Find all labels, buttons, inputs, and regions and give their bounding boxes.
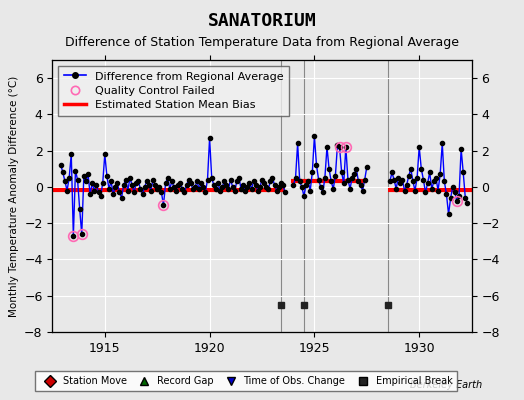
Text: Difference of Station Temperature Data from Regional Average: Difference of Station Temperature Data f… bbox=[65, 36, 459, 49]
Legend: Station Move, Record Gap, Time of Obs. Change, Empirical Break: Station Move, Record Gap, Time of Obs. C… bbox=[36, 372, 457, 391]
Y-axis label: Monthly Temperature Anomaly Difference (°C): Monthly Temperature Anomaly Difference (… bbox=[8, 75, 19, 317]
Text: Berkeley Earth: Berkeley Earth bbox=[410, 380, 482, 390]
Legend: Difference from Regional Average, Quality Control Failed, Estimated Station Mean: Difference from Regional Average, Qualit… bbox=[58, 66, 289, 116]
Text: SANATORIUM: SANATORIUM bbox=[208, 12, 316, 30]
